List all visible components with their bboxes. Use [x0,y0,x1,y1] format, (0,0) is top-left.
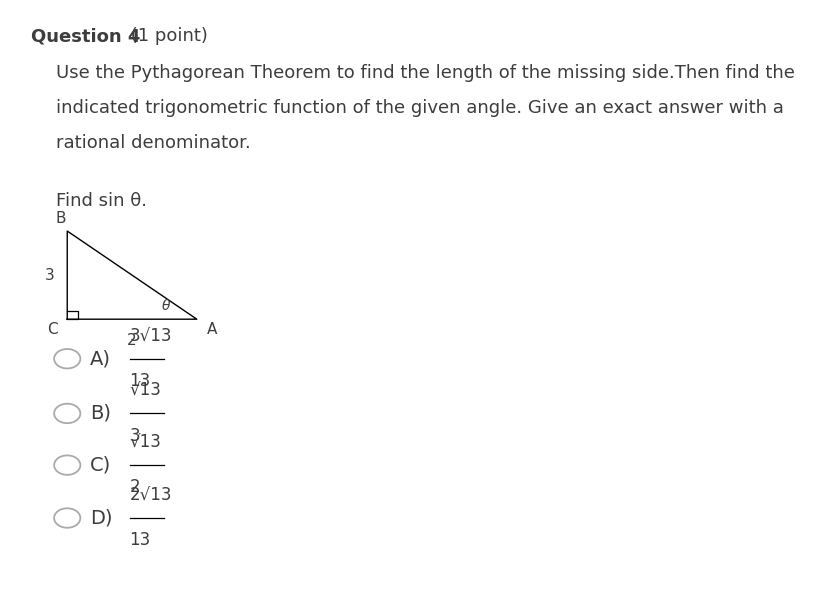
Text: C): C) [90,455,111,475]
Text: 3√13: 3√13 [129,327,172,345]
Text: 3: 3 [44,268,54,283]
Text: B: B [56,211,66,226]
Text: indicated trigonometric function of the given angle. Give an exact answer with a: indicated trigonometric function of the … [56,99,783,117]
Text: √13: √13 [129,382,161,400]
Text: A: A [206,322,217,337]
Text: Find sin θ.: Find sin θ. [56,192,147,210]
Text: √13: √13 [129,434,161,452]
Text: Question 4: Question 4 [31,27,140,46]
Text: rational denominator.: rational denominator. [56,134,251,153]
Text: Use the Pythagorean Theorem to find the length of the missing side.Then find the: Use the Pythagorean Theorem to find the … [56,64,794,82]
Text: D): D) [90,508,112,528]
Text: B): B) [90,404,111,423]
Text: 13: 13 [129,372,151,390]
Text: 2: 2 [129,478,140,497]
Text: A): A) [90,349,111,368]
Text: C: C [47,322,57,337]
Text: 2√13: 2√13 [129,486,172,505]
Text: 13: 13 [129,531,151,550]
Text: θ: θ [161,299,170,313]
Text: 3: 3 [129,427,140,445]
Text: 2: 2 [127,333,137,348]
Text: (1 point): (1 point) [125,27,208,46]
